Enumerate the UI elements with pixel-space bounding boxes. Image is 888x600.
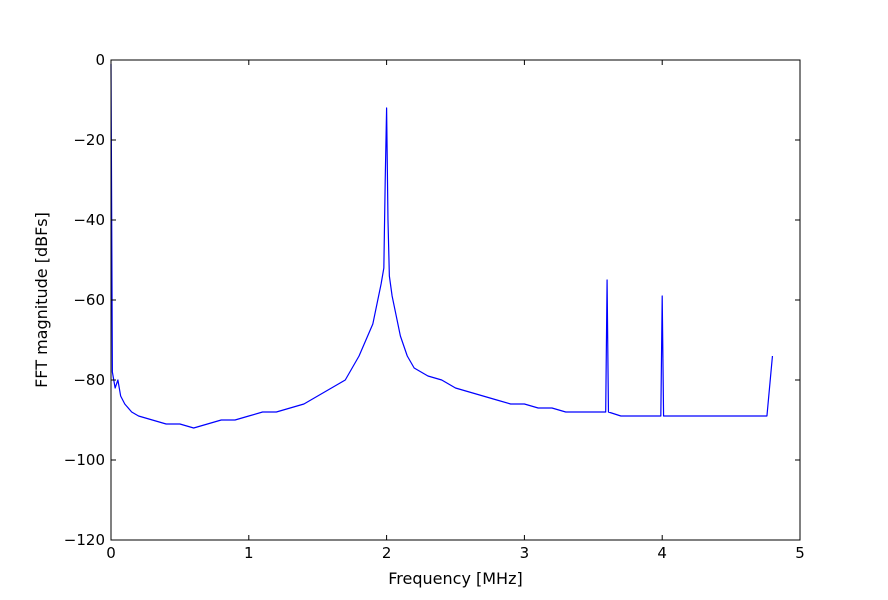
- x-axis-title: Frequency [MHz]: [388, 569, 522, 588]
- x-tick-label: 0: [106, 544, 116, 562]
- x-tick-label: 1: [244, 544, 254, 562]
- y-tick-label: 0: [95, 51, 105, 69]
- x-tick-label: 3: [520, 544, 530, 562]
- y-axis-title: FFT magnitude [dBFs]: [32, 212, 51, 388]
- x-tick-label: 5: [795, 544, 805, 562]
- y-tick-label: −60: [73, 291, 105, 309]
- series-layer: [110, 63, 774, 429]
- fft-series-line: [110, 63, 774, 429]
- y-tick-label: −40: [73, 211, 105, 229]
- x-tick-label: 2: [382, 544, 392, 562]
- y-tick-label: −80: [73, 371, 105, 389]
- y-tick-label: −120: [64, 531, 105, 549]
- y-tick-label: −20: [73, 131, 105, 149]
- y-tick-label: −100: [64, 451, 105, 469]
- x-tick-label: 4: [657, 544, 667, 562]
- tick-layer: 0 1 2 3 4 5 0 −20 −40 −60 −80 −100 −120: [64, 51, 805, 562]
